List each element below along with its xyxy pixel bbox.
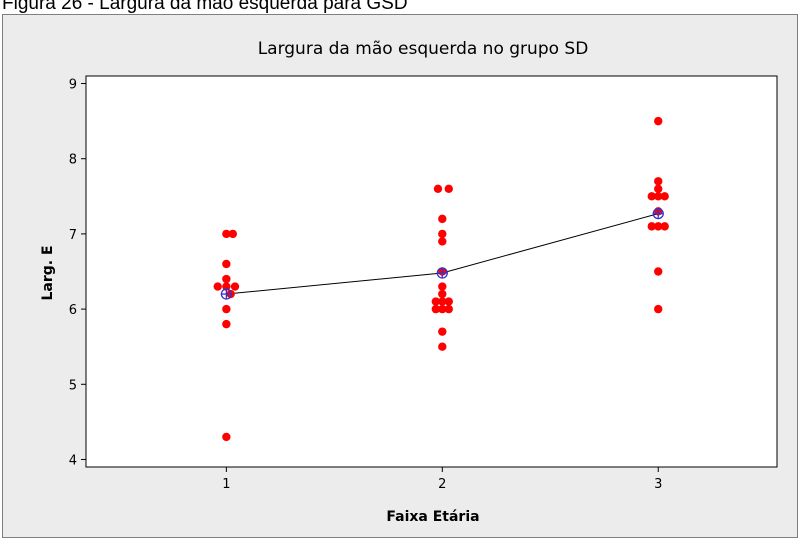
data-point: [438, 237, 447, 246]
data-point: [228, 229, 238, 239]
data-point: [654, 267, 663, 276]
y-tick-label: 4: [69, 453, 77, 468]
mean-markers: [220, 207, 664, 300]
data-point: [654, 192, 663, 201]
data-point: [438, 289, 447, 299]
data-point: [438, 342, 447, 351]
data-point: [438, 229, 447, 239]
data-point: [654, 177, 663, 186]
data-point: [431, 297, 441, 306]
x-tick-label: 3: [654, 477, 662, 492]
y-tick-label: 5: [69, 378, 77, 393]
data-point: [654, 116, 663, 126]
data-point: [444, 304, 453, 314]
data-point: [438, 214, 447, 224]
data-point: [438, 297, 447, 306]
data-point: [222, 274, 231, 284]
y-tick-label: 9: [69, 78, 77, 93]
mean-marker: [652, 207, 664, 220]
data-point: [213, 282, 222, 291]
figure-caption: Figura 26 - Largura da mão esquerda para…: [2, 0, 408, 14]
y-tick-label: 8: [69, 153, 77, 168]
plot-area: [85, 75, 778, 468]
data-point: [431, 304, 441, 314]
data-point: [438, 304, 447, 314]
data-point: [222, 229, 231, 239]
chart-title: Largura da mão esquerda no grupo SD: [258, 39, 589, 59]
data-point: [433, 184, 443, 193]
data-point: [660, 222, 669, 231]
y-tick-label: 7: [69, 228, 77, 243]
data-point: [444, 184, 453, 193]
x-axis-label: Faixa Etária: [386, 509, 479, 525]
data-point: [222, 259, 231, 269]
x-tick-label: 1: [222, 477, 230, 492]
x-axis: 1 2 3: [222, 467, 662, 492]
data-point: [438, 282, 447, 291]
data-point: [660, 192, 669, 201]
data-points: [213, 116, 669, 442]
data-point: [222, 304, 231, 314]
mean-marker: [436, 267, 448, 279]
data-point: [230, 282, 240, 291]
data-point: [222, 432, 231, 442]
data-point: [654, 184, 663, 193]
x-tick-label: 2: [438, 477, 446, 492]
data-point: [647, 222, 656, 231]
data-point: [654, 222, 663, 231]
data-point: [222, 319, 231, 329]
data-point: [438, 327, 447, 336]
data-point: [654, 304, 663, 314]
y-tick-label: 6: [69, 303, 77, 318]
data-point: [647, 192, 656, 201]
y-axis: 4 5 6 7 8 9: [69, 78, 86, 468]
data-point: [222, 282, 231, 291]
data-point: [444, 297, 453, 306]
y-axis-label: Larg. E: [40, 245, 56, 300]
mean-marker: [220, 288, 233, 300]
